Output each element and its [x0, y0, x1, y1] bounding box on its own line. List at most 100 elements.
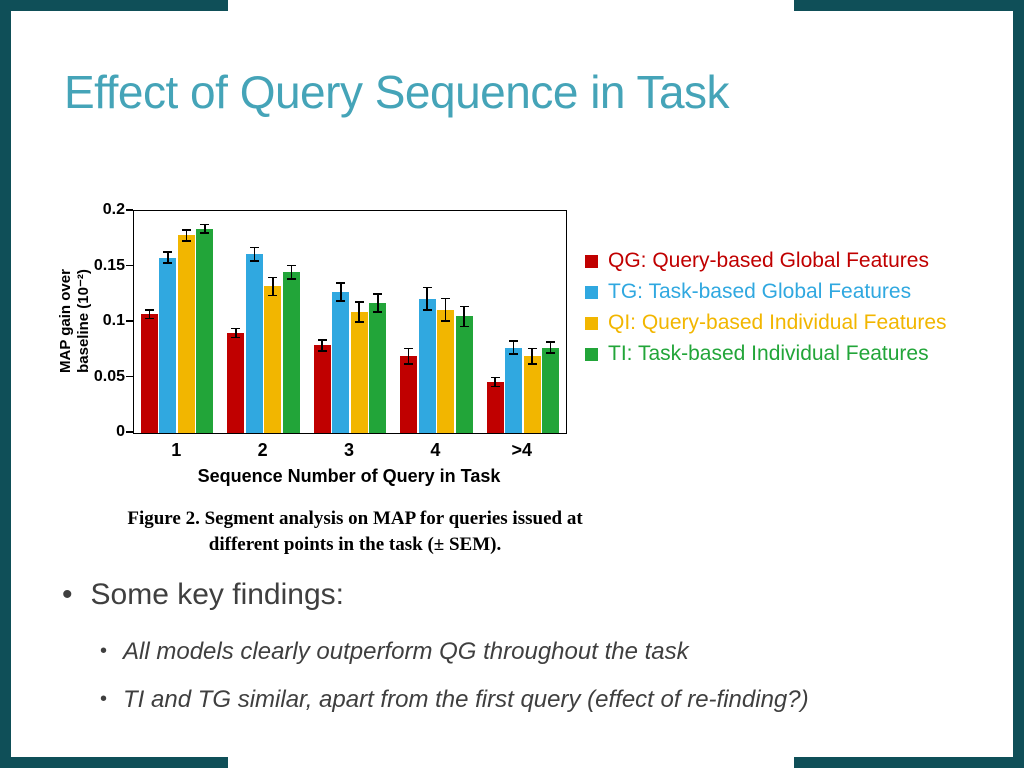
legend-swatch-qi [585, 316, 598, 330]
bar-TG-1 [159, 257, 177, 433]
error-bar [407, 348, 410, 365]
legend-item-ti: TI: Task-based Individual Features [585, 343, 1005, 365]
error-bar [512, 340, 515, 355]
bullet-icon: • [100, 688, 108, 710]
legend-swatch-ti [585, 347, 598, 361]
y-tick-mark [126, 320, 133, 322]
error-bar-cap [336, 300, 346, 302]
bar-QI-1 [177, 235, 195, 433]
figure-caption-line2: different points in the task (± SEM). [208, 534, 502, 555]
y-tick-label: 0.2 [102, 201, 125, 218]
bar-chart: MAP gain over baseline (10⁻²) Sequence N… [55, 175, 575, 505]
bar-TG-2 [245, 254, 263, 433]
error-bar [444, 298, 447, 321]
slide-frame-bottom-right [794, 757, 1024, 768]
error-bar-cap [249, 246, 259, 249]
error-bar [376, 294, 379, 312]
y-tick-label: 0.05 [93, 367, 125, 385]
error-bar [494, 377, 496, 387]
error-bar-cap [268, 294, 278, 297]
error-bar-cap [144, 308, 154, 311]
y-tick-mark [126, 209, 133, 211]
y-tick-mark [126, 375, 133, 378]
error-bar-cap [441, 297, 451, 300]
plot-area [133, 210, 567, 434]
error-bar [185, 229, 188, 241]
x-axis-title: Sequence Number of Query in Task [197, 466, 501, 486]
slide-frame-bottom-left [0, 757, 228, 768]
x-tick-label: 2 [257, 440, 268, 460]
slide-frame-top-right [794, 0, 1024, 11]
error-bar-cap [231, 327, 241, 330]
error-bar-cap [163, 262, 173, 264]
error-bar-cap [546, 352, 556, 354]
error-bar-cap [527, 363, 537, 365]
legend-label-tg: TG: Task-based Global Features [608, 280, 912, 303]
error-bar [290, 265, 293, 279]
error-bar-cap [509, 340, 519, 342]
bar-QG-4 [400, 356, 418, 433]
error-bar-cap [490, 376, 500, 379]
error-bar [167, 252, 169, 264]
error-bar-cap [441, 320, 451, 322]
error-bar-cap [163, 251, 173, 253]
slide-frame-right [1013, 0, 1024, 768]
error-bar-cap [490, 385, 500, 388]
error-bar [321, 339, 324, 351]
error-bar-cap [459, 325, 469, 328]
bar-QI-2 [264, 286, 282, 433]
error-bar-cap [144, 317, 154, 320]
bullet-key-findings: • Some key findings: [62, 578, 962, 612]
x-tick-label: 3 [343, 440, 354, 460]
y-tick-mark [126, 264, 133, 267]
y-tick-label: 0.15 [93, 256, 125, 274]
bullet-icon: • [62, 578, 73, 611]
bar-QG-2 [227, 333, 245, 433]
bar-QG-3 [313, 345, 331, 433]
error-bar [531, 348, 533, 365]
bullet-key-findings-text: Some key findings: [90, 578, 344, 611]
bar-QG-1 [140, 314, 158, 433]
y-tick-label: 0 [116, 423, 125, 440]
legend-item-tg: TG: Task-based Global Features [585, 281, 1005, 303]
bar-TI-1 [196, 228, 214, 433]
error-bar-cap [181, 240, 191, 242]
error-bar-cap [422, 286, 432, 289]
error-bar-cap [286, 277, 296, 280]
error-bar-cap [200, 232, 210, 234]
error-bar-cap [200, 223, 210, 226]
error-bar [463, 306, 465, 327]
bullet-icon: • [100, 640, 108, 662]
legend-item-qi: QI: Query-based Individual Features [585, 312, 1005, 334]
bar-TG-3 [332, 292, 350, 433]
error-bar [253, 247, 256, 261]
error-bar-cap [268, 276, 278, 279]
bar-TG->4 [505, 347, 523, 433]
error-bar [358, 302, 361, 322]
error-bar [204, 224, 206, 234]
chart-legend: QG: Query-based Global Features TG: Task… [585, 250, 1005, 374]
error-bar-cap [527, 347, 537, 350]
error-bar-cap [509, 353, 519, 355]
error-bar-cap [231, 336, 241, 339]
bullet-sub-2: • TI and TG similar, apart from the firs… [100, 686, 980, 714]
error-bar [426, 287, 428, 310]
error-bar-cap [286, 264, 296, 267]
x-tick-label: 1 [171, 440, 182, 460]
slide-frame-left [0, 0, 11, 768]
figure-caption-line1: Figure 2. Segment analysis on MAP for qu… [127, 508, 583, 529]
error-bar-cap [459, 305, 469, 308]
page-title: Effect of Query Sequence in Task [64, 66, 730, 118]
error-bar-cap [181, 229, 191, 231]
error-bar [272, 277, 274, 296]
legend-swatch-tg [585, 285, 598, 299]
x-tick-label: >4 [511, 440, 533, 460]
error-bar-cap [354, 321, 364, 323]
bar-QI-4 [437, 309, 455, 433]
x-tick-label: 4 [430, 440, 441, 460]
error-bar-cap [422, 308, 432, 311]
bar-TI-3 [369, 303, 387, 433]
legend-label-ti: TI: Task-based Individual Features [608, 342, 929, 365]
legend-swatch-qg [585, 254, 598, 268]
error-bar-cap [336, 282, 346, 284]
